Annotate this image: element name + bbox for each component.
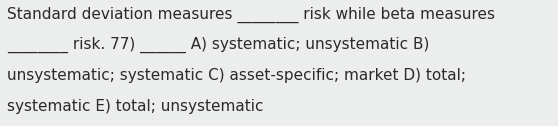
- Text: ________ risk. 77) ______ A) systematic; unsystematic B): ________ risk. 77) ______ A) systematic;…: [7, 37, 429, 53]
- Text: systematic E) total; unsystematic: systematic E) total; unsystematic: [7, 99, 263, 114]
- Text: Standard deviation measures ________ risk while beta measures: Standard deviation measures ________ ris…: [7, 6, 495, 23]
- Text: unsystematic; systematic C) asset-specific; market D) total;: unsystematic; systematic C) asset-specif…: [7, 68, 466, 83]
